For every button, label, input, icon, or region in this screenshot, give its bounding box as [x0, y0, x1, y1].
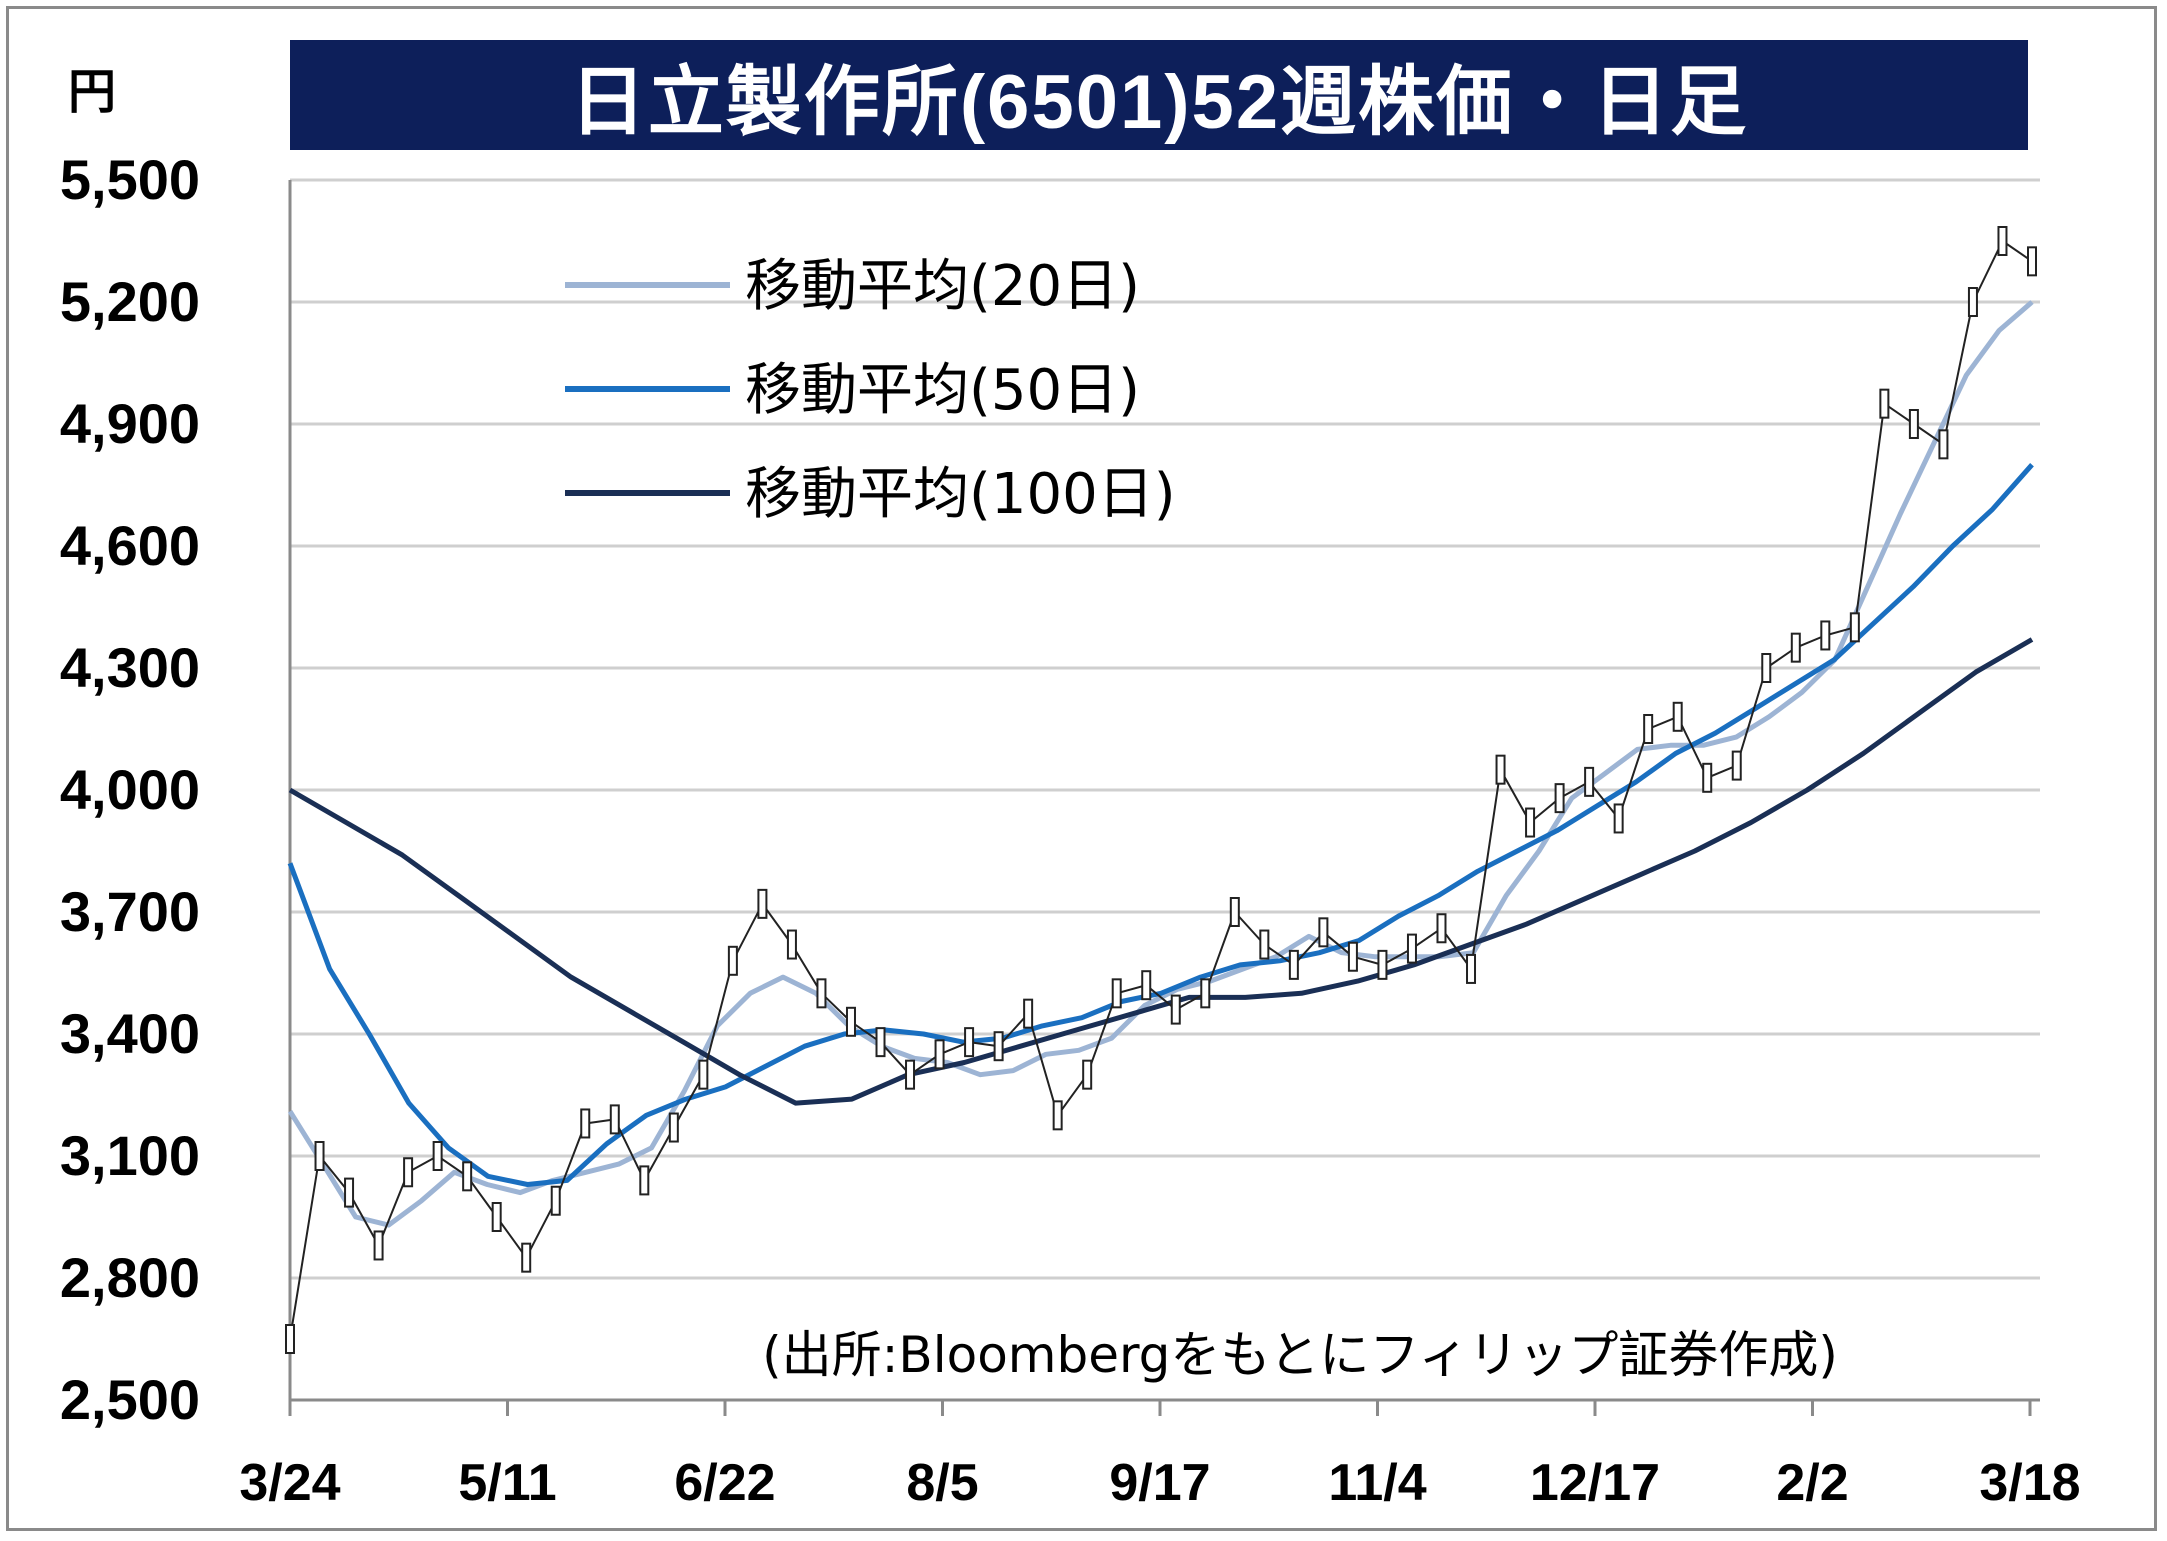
candle-mark	[1052, 1100, 1063, 1131]
y-axis-unit-label: 円	[68, 66, 117, 119]
candle-mark	[1200, 978, 1211, 1009]
x-tick-label: 3/18	[1979, 1454, 2080, 1512]
candle-mark	[1643, 714, 1654, 744]
candle-mark	[1849, 612, 1860, 643]
candle-mark	[1082, 1059, 1093, 1090]
y-axis-tick-labels: 5,500 5,200 4,900 4,600 4,300 4,000 3,700 3,400…	[60, 148, 200, 1431]
candle-mark	[550, 1185, 561, 1216]
series-line-ma20	[287, 300, 2034, 1228]
candle-mark	[905, 1059, 916, 1090]
y-tick-label: 5,500	[60, 148, 200, 211]
candle-mark	[786, 929, 797, 960]
series-lines	[285, 226, 2037, 1354]
grid-lines	[290, 178, 2040, 1402]
candle-mark	[639, 1165, 650, 1196]
axes	[288, 180, 2040, 1416]
candle-mark	[1613, 803, 1624, 834]
x-tick-label: 3/24	[239, 1454, 340, 1512]
legend-label: 移動平均(100日)	[745, 462, 1176, 527]
chart-frame	[6, 6, 2157, 1531]
candle-mark	[1879, 388, 1890, 419]
x-tick-label: 5/11	[458, 1454, 556, 1512]
candle-mark	[1967, 287, 1978, 317]
candle-mark	[1731, 750, 1742, 781]
candle-mark	[1436, 913, 1447, 944]
candle-mark	[1288, 949, 1299, 980]
series-line-ma50	[287, 463, 2034, 1187]
candle-mark	[1820, 620, 1831, 651]
candle-mark	[580, 1108, 591, 1139]
candle-mark	[845, 1006, 856, 1037]
y-tick-label: 4,600	[60, 514, 200, 577]
x-tick-label: 11/4	[1328, 1454, 1426, 1512]
candle-mark	[1466, 953, 1477, 984]
candle-mark	[403, 1157, 414, 1188]
candle-mark	[1023, 998, 1034, 1029]
y-tick-label: 3,100	[60, 1124, 200, 1187]
candle-mark	[1938, 429, 1949, 460]
candle-mark	[462, 1161, 473, 1192]
candle-mark	[934, 1039, 945, 1070]
chart-title: 日立製作所(6501)52週株価・日足	[290, 40, 2028, 150]
legend-label: 移動平均(20日)	[745, 254, 1140, 319]
series-line-ma100	[288, 637, 2034, 1106]
candle-mark	[1377, 949, 1388, 980]
y-tick-label: 5,200	[60, 270, 200, 333]
candle-mark	[285, 1324, 295, 1354]
candle-mark	[1406, 933, 1417, 964]
candle-mark	[1761, 653, 1772, 683]
y-tick-label: 4,300	[60, 636, 200, 699]
candle-mark	[491, 1202, 502, 1232]
x-tick-label: 9/17	[1109, 1454, 1210, 1512]
candle-mark	[1229, 897, 1240, 927]
candle-mark	[1318, 917, 1329, 948]
candle-mark	[964, 1027, 975, 1058]
x-tick-label: 6/22	[674, 1454, 775, 1512]
candle-mark	[344, 1177, 355, 1208]
candle-mark	[1702, 762, 1713, 793]
y-tick-label: 2,500	[60, 1368, 200, 1431]
candle-mark	[609, 1104, 620, 1135]
candle-mark	[1141, 970, 1152, 1001]
candle-mark	[432, 1141, 443, 1171]
candle-mark	[1554, 783, 1565, 814]
candle-mark	[757, 888, 768, 919]
candle-mark	[727, 945, 738, 976]
candle-mark	[1908, 409, 1919, 439]
y-tick-label: 4,000	[60, 758, 200, 821]
y-tick-label: 4,900	[60, 392, 200, 455]
candle-mark	[1997, 226, 2008, 256]
candle-mark	[1259, 929, 1270, 960]
candle-mark	[993, 1031, 1004, 1062]
candle-mark	[1111, 978, 1122, 1009]
x-tick-label: 12/17	[1530, 1454, 1660, 1512]
candle-mark	[1525, 807, 1536, 838]
candle-mark	[1672, 701, 1683, 732]
candle-mark	[698, 1059, 709, 1090]
y-tick-label: 2,800	[60, 1246, 200, 1309]
x-tick-label: 8/5	[906, 1454, 978, 1512]
candle-mark	[521, 1242, 532, 1273]
legend-label: 移動平均(50日)	[745, 358, 1140, 423]
x-tick-label: 2/2	[1776, 1454, 1848, 1512]
candle-mark	[1170, 994, 1181, 1025]
candle-mark	[816, 978, 827, 1009]
source-note: (出所:Bloombergをもとにフィリップ証券作成)	[762, 1326, 1838, 1384]
candle-mark	[2027, 246, 2037, 277]
candle-mark	[875, 1027, 886, 1058]
candle-mark	[1790, 632, 1801, 663]
x-axis-tick-labels: 3/24 5/11 6/22 8/5 9/17 11/4 12/17 2/2 3/18	[239, 1454, 2080, 1512]
candle-mark	[373, 1230, 384, 1261]
legend: 移動平均(20日) 移動平均(50日) 移動平均(100日)	[565, 254, 1176, 527]
candle-mark	[668, 1112, 679, 1143]
candle-mark	[314, 1141, 325, 1171]
candle-mark	[1347, 941, 1358, 972]
candle-mark	[1495, 754, 1506, 785]
y-tick-label: 3,700	[60, 880, 200, 943]
candle-mark	[1584, 766, 1595, 797]
y-tick-label: 3,400	[60, 1002, 200, 1065]
